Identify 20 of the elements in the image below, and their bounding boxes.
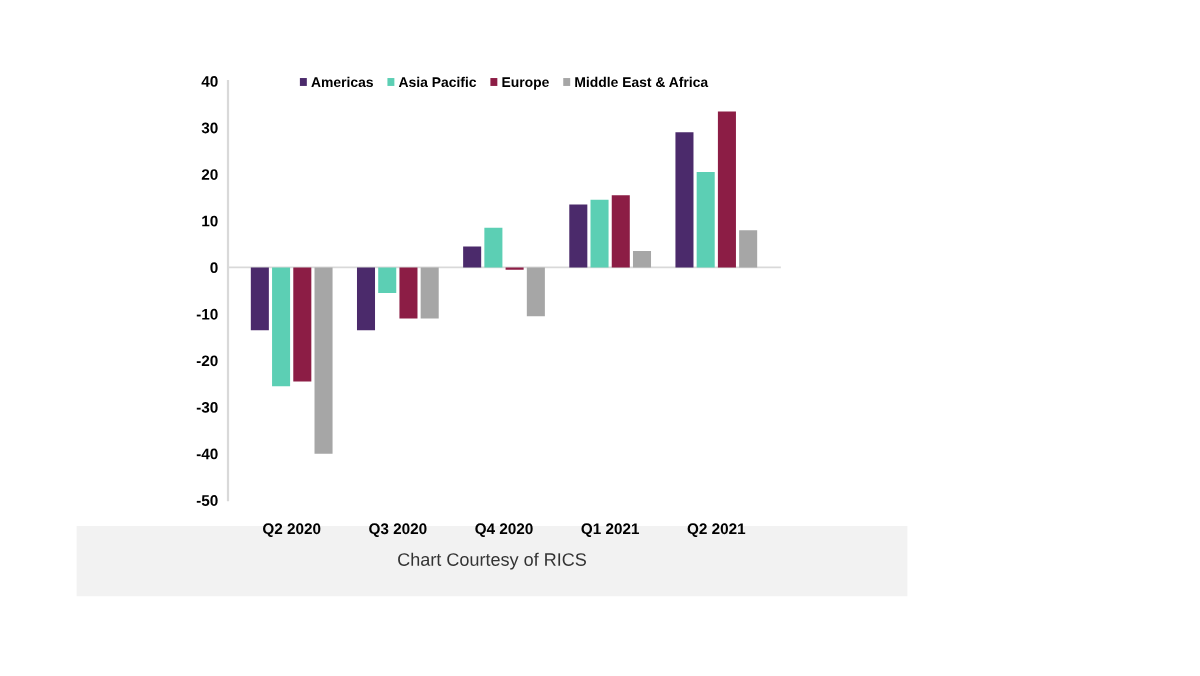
bar	[611, 195, 630, 268]
bar	[420, 267, 439, 319]
bar	[293, 267, 312, 382]
bar	[675, 132, 694, 268]
bar	[378, 267, 397, 294]
bar	[590, 199, 609, 268]
bar	[399, 267, 418, 319]
bar	[632, 251, 652, 268]
bar	[272, 267, 291, 387]
bar	[696, 171, 715, 268]
bar	[484, 227, 503, 268]
bar	[356, 267, 376, 331]
bar	[314, 267, 333, 454]
bar	[250, 267, 269, 331]
bar	[526, 267, 545, 317]
bar	[463, 246, 482, 268]
bar	[739, 230, 758, 268]
bar	[717, 111, 736, 268]
text: Chart Courtesy of RICS	[398, 552, 586, 570]
bar	[569, 204, 588, 268]
